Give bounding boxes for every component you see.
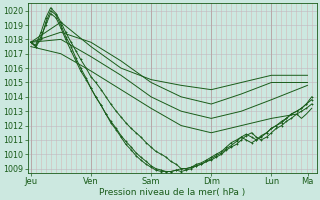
X-axis label: Pression niveau de la mer( hPa ): Pression niveau de la mer( hPa ) <box>99 188 245 197</box>
